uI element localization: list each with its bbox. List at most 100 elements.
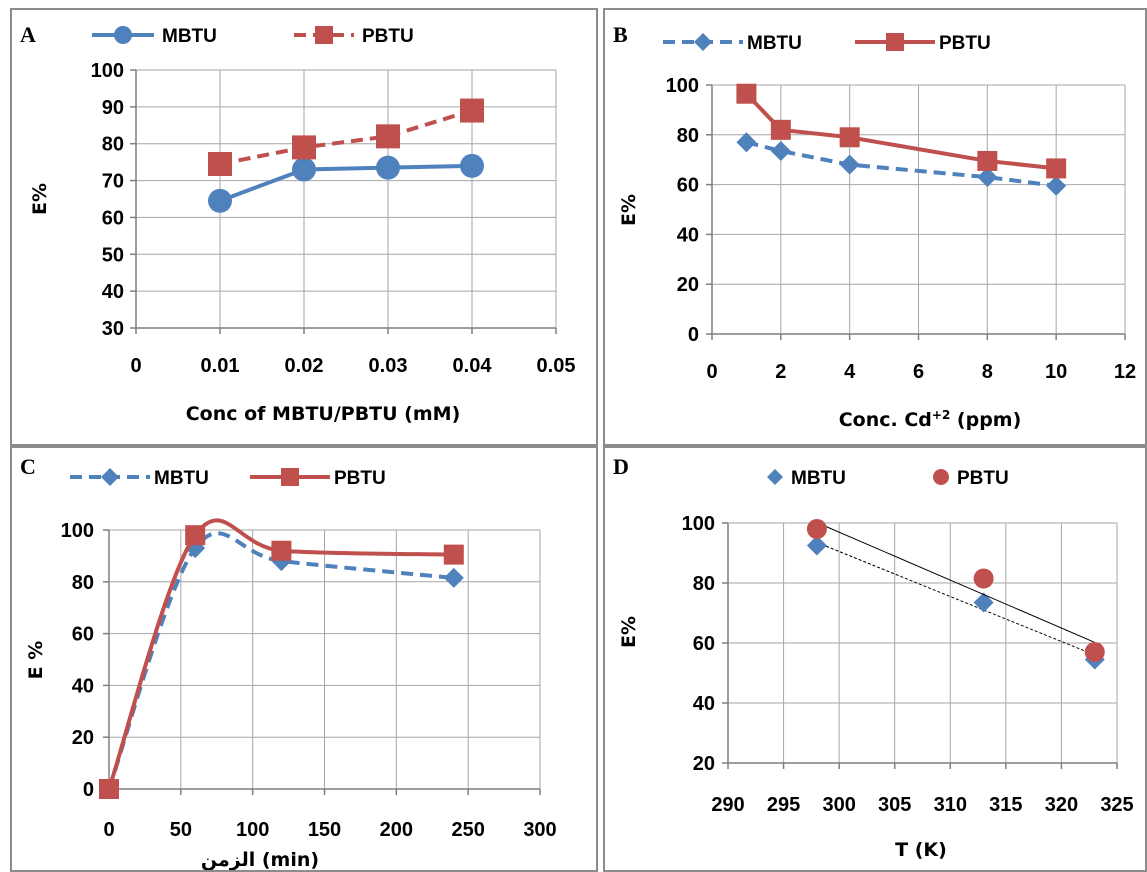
y-axis-title: E% <box>29 183 51 215</box>
y-tick-label: 0 <box>83 779 94 801</box>
legend-label: MBTU <box>791 468 846 489</box>
series-mbtu-point <box>806 535 827 556</box>
x-tick-label: 0.01 <box>201 355 240 377</box>
x-tick-label: 100 <box>236 819 269 841</box>
x-tick-label: 310 <box>934 794 967 816</box>
legend-swatch-marker <box>886 33 904 51</box>
y-axis-title: E% <box>618 194 640 226</box>
legend-swatch-marker <box>694 33 712 51</box>
chart-panel-b: B 0 2 4 6 8 10 12 0 20 40 60 80 100 Conc. Cd+2 (ppm) E%… <box>603 8 1147 446</box>
legend-swatch-marker <box>281 468 299 486</box>
series-pbtu-point <box>443 544 464 565</box>
legend-label: PBTU <box>362 26 414 47</box>
y-tick-label: 100 <box>91 60 124 82</box>
y-tick-label: 90 <box>102 97 124 119</box>
series-mbtu-point <box>977 167 998 188</box>
gridlines <box>108 529 541 790</box>
series-pbtu-point <box>271 540 292 561</box>
x-tick-label: 0.03 <box>369 355 408 377</box>
y-tick-label: 60 <box>72 624 94 646</box>
x-tick-label: 0.02 <box>285 355 324 377</box>
series-mbtu-point <box>1046 175 1067 196</box>
series-mbtu-point <box>460 153 484 178</box>
series-pbtu-point <box>806 519 827 539</box>
y-tick-label: 80 <box>677 125 699 147</box>
y-tick-label: 100 <box>666 75 699 97</box>
x-axis-title: الزمن (min) <box>201 849 319 870</box>
y-tick-label: 30 <box>102 318 124 340</box>
y-tick-label: 20 <box>693 753 715 775</box>
x-tick-label: 290 <box>711 794 744 816</box>
gridlines <box>135 69 557 329</box>
x-tick-label: 325 <box>1100 794 1133 816</box>
series-pbtu-point <box>99 779 119 799</box>
series-pbtu-point <box>1084 642 1105 662</box>
series-mbtu-point <box>736 132 757 153</box>
x-tick-label: 315 <box>989 794 1022 816</box>
x-tick-label: 8 <box>982 361 993 383</box>
chart-panel-d: D 290 295 300 305 310 315 320 325 20 40 60 80 100 T (K… <box>603 446 1147 872</box>
x-tick-label: 0.04 <box>453 355 493 377</box>
legend-label: PBTU <box>939 33 991 54</box>
y-axis-title: E% <box>618 616 640 648</box>
x-tick-label: 305 <box>878 794 911 816</box>
legend-swatch-marker <box>767 469 783 485</box>
y-tick-label: 80 <box>693 573 715 595</box>
x-tick-label: 6 <box>913 361 924 383</box>
chart-svg: D 290 295 300 305 310 315 320 325 20 40 60 80 100 T (K… <box>613 454 1134 861</box>
x-tick-label: 50 <box>170 819 192 841</box>
x-tick-label: 300 <box>822 794 855 816</box>
legend-label: MBTU <box>747 33 802 54</box>
series-mbtu-line <box>219 163 473 203</box>
y-tick-label: 100 <box>682 513 715 535</box>
y-tick-label: 100 <box>61 520 94 542</box>
gridlines <box>727 522 1118 764</box>
x-tick-label: 0 <box>130 355 141 377</box>
series-pbtu-point <box>770 119 791 140</box>
legend-swatch-marker <box>933 469 949 485</box>
y-tick-label: 60 <box>102 207 124 229</box>
series-pbtu-point <box>977 150 998 171</box>
series-pbtu-point <box>376 124 400 149</box>
legend-label: MBTU <box>162 26 217 47</box>
x-tick-label: 320 <box>1045 794 1078 816</box>
series-mbtu-point <box>839 154 860 175</box>
x-axis-title-superscript: +2 <box>932 408 950 422</box>
chart-svg: B 0 2 4 6 8 10 12 0 20 40 60 80 100 Conc. Cd+2 (ppm) E%… <box>613 22 1136 431</box>
series-pbtu-point <box>460 98 484 123</box>
legend-label: PBTU <box>957 468 1009 489</box>
x-tick-label: 0 <box>103 819 114 841</box>
x-tick-label: 4 <box>844 361 856 383</box>
panel-label: B <box>613 22 628 47</box>
x-tick-label: 295 <box>767 794 800 816</box>
x-tick-label: 200 <box>380 819 413 841</box>
y-tick-label: 40 <box>693 693 715 715</box>
series-pbtu-trendline <box>816 522 1095 643</box>
y-tick-label: 50 <box>102 244 124 266</box>
series-pbtu-line <box>219 108 473 166</box>
y-tick-label: 70 <box>102 171 124 193</box>
series-mbtu-line <box>107 531 454 790</box>
y-tick-label: 60 <box>677 175 699 197</box>
x-axis-title: T (K) <box>895 839 947 861</box>
x-tick-label: 2 <box>775 361 786 383</box>
series-pbtu-point <box>736 83 757 104</box>
series-mbtu-point <box>443 567 464 588</box>
chart-panel-a: A 0 0.01 0.02 0.03 0.04 0.05 30 40 50 60 70 80 90 100 C… <box>10 8 598 446</box>
y-tick-label: 80 <box>102 134 124 156</box>
y-tick-label: 40 <box>102 281 124 303</box>
series-pbtu-point <box>185 525 206 546</box>
series-mbtu-trendline <box>816 542 1095 656</box>
x-axis-title: Conc of MBTU/PBTU (mM) <box>186 403 461 425</box>
series-pbtu-point <box>292 135 316 160</box>
legend-swatch-marker <box>101 468 119 486</box>
y-axis-title: E % <box>25 641 47 680</box>
series-mbtu-point <box>376 155 400 180</box>
panel-label: A <box>20 22 36 47</box>
legend-swatch-marker <box>114 26 132 44</box>
chart-svg: C 0 50 100 150 200 250 300 0 20 40 60 80 100 الزمن (mi… <box>20 454 557 870</box>
legend-swatch-marker <box>315 26 333 44</box>
legend-label: PBTU <box>334 468 386 489</box>
y-tick-label: 40 <box>677 224 699 246</box>
x-tick-label: 12 <box>1114 361 1136 383</box>
